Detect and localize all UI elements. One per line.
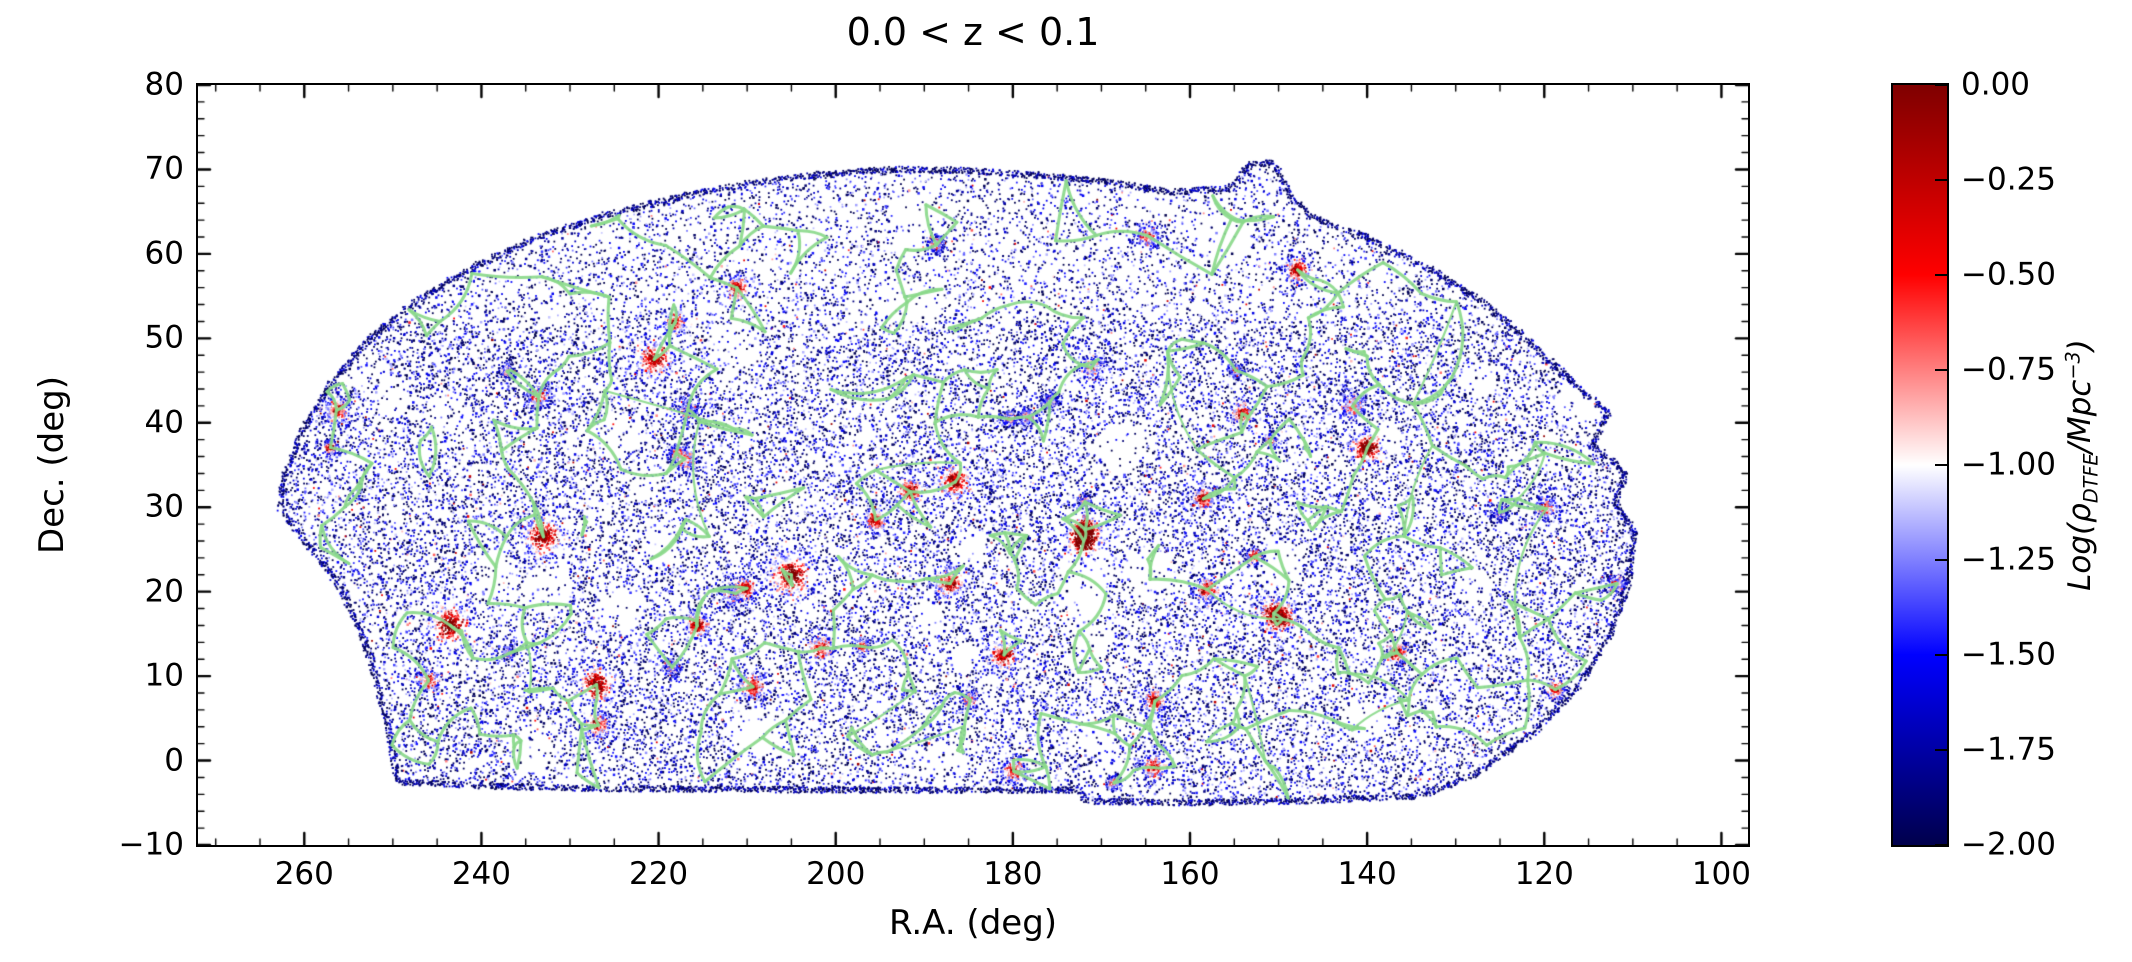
colorbar-tick-label: −1.50 [1961,636,2056,673]
x-tick-label: 140 [1337,856,1397,892]
colorbar-tick-label: −2.00 [1961,826,2056,863]
colorbar-tick-label: −1.00 [1961,446,2056,483]
chart-title: 0.0 < z < 0.1 [846,10,1100,54]
colorbar-label-mid: /Mpc [2061,379,2098,454]
colorbar-tick-mark [1935,178,1947,182]
colorbar-label-pre: Log( [2061,522,2098,591]
y-tick-label: 60 [144,235,184,272]
colorbar-tick-label: 0.00 [1961,66,2031,103]
colorbar-tick-mark [1935,843,1947,847]
colorbar-tick-mark [1935,748,1947,752]
colorbar-tick-label: −1.75 [1961,731,2056,768]
y-tick-label: 70 [144,150,184,187]
y-tick-label: 0 [164,742,184,779]
rho-symbol: ρ [2061,503,2098,523]
colorbar-label-post: ) [2061,339,2098,352]
colorbar-label: Log(ρDTFE/Mpc−3) [2061,339,2102,591]
colorbar-label-subscript: DTFE [2079,453,2103,504]
y-tick-label: 10 [144,657,184,694]
x-tick-label: 100 [1691,856,1752,892]
y-tick-label: −10 [118,826,184,863]
x-tick-label: 120 [1514,856,1574,892]
y-axis-label: Dec. (deg) [32,375,72,555]
colorbar-tick-label: −1.25 [1961,541,2056,578]
colorbar-tick-mark [1935,273,1947,277]
y-tick-label: 50 [144,319,184,356]
x-tick-label: 200 [806,856,866,892]
y-tick-label: 20 [144,573,184,610]
x-tick-label: 180 [983,856,1043,892]
colorbar-tick-mark [1935,83,1947,87]
x-axis-label: R.A. (deg) [888,903,1058,943]
scatter-filament-canvas [198,85,1748,845]
y-tick-label: 30 [144,488,184,525]
colorbar [1891,83,1949,847]
colorbar-tick-label: −0.25 [1961,161,2056,198]
colorbar-tick-mark [1935,368,1947,372]
x-tick-label: 220 [628,856,689,892]
colorbar-tick-mark [1935,558,1947,562]
x-tick-label: 240 [451,856,512,892]
colorbar-tick-mark [1935,653,1947,657]
colorbar-tick-label: −0.75 [1961,351,2056,388]
y-tick-label: 80 [144,66,184,103]
x-tick-label: 260 [274,856,334,892]
colorbar-label-superscript: −3 [2061,351,2085,380]
colorbar-tick-label: −0.50 [1961,256,2056,293]
x-tick-label: 160 [1160,856,1220,892]
plot-area [196,83,1750,847]
colorbar-tick-mark [1935,463,1947,467]
y-tick-label: 40 [144,404,184,441]
